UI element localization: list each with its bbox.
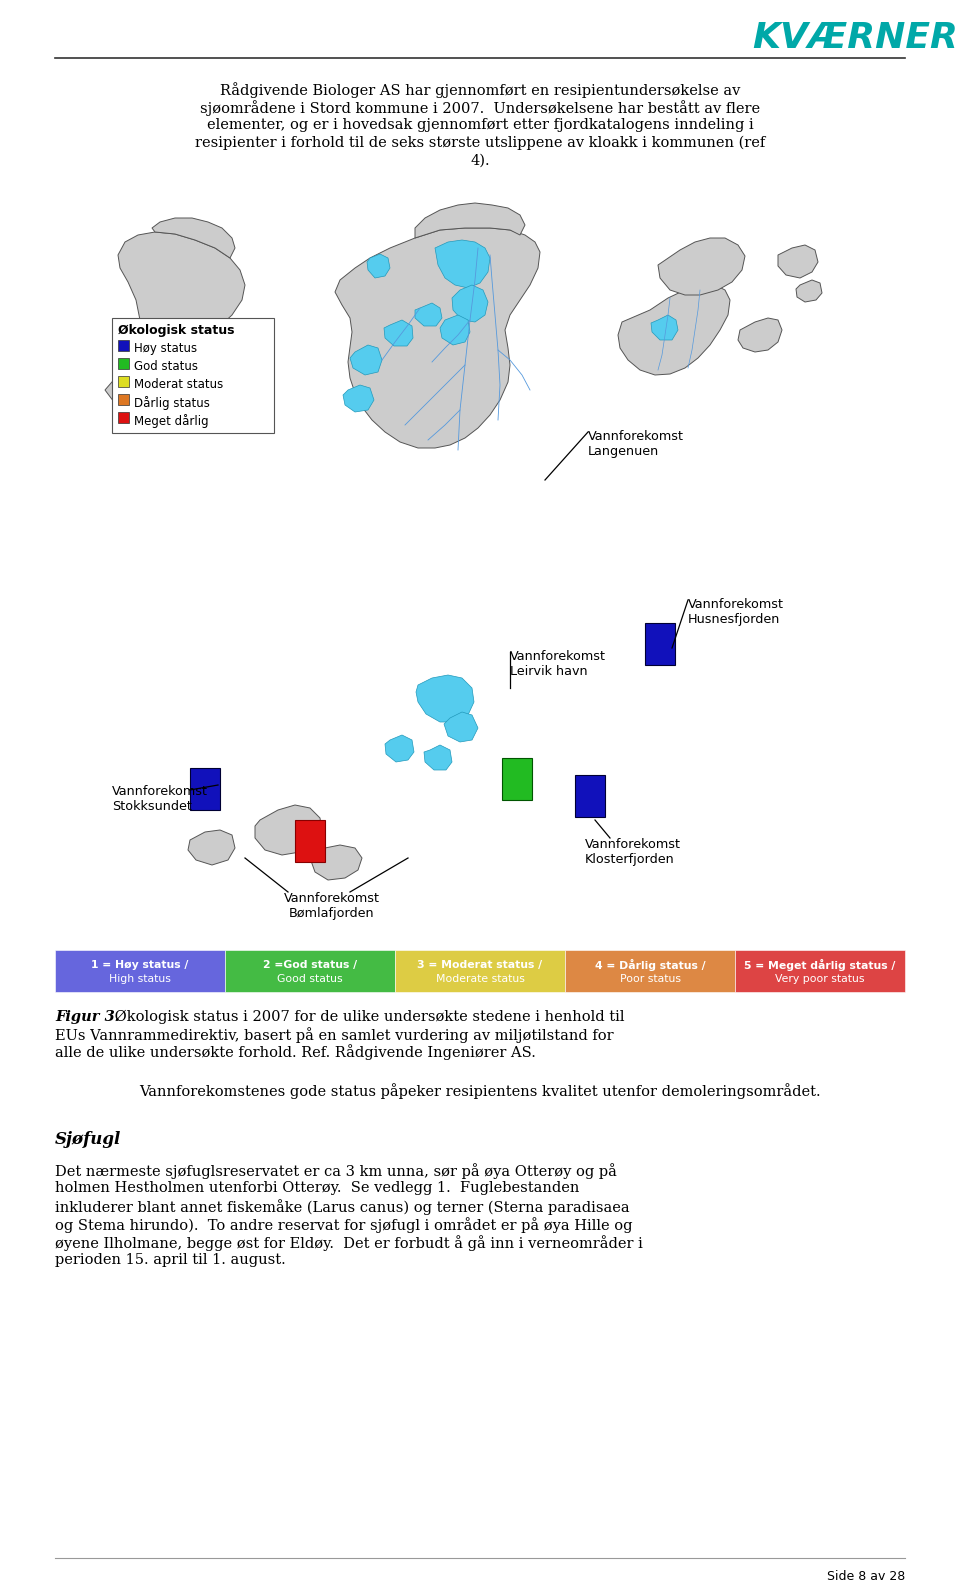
Polygon shape (444, 712, 478, 742)
Bar (565, 950, 735, 992)
Bar (225, 950, 395, 992)
Text: og Stema hirundo).  To andre reservat for sjøfugl i området er på øya Hille og: og Stema hirundo). To andre reservat for… (55, 1217, 633, 1233)
Text: resipienter i forhold til de seks største utslippene av kloakk i kommunen (ref: resipienter i forhold til de seks størst… (195, 137, 765, 151)
Polygon shape (415, 303, 442, 326)
Polygon shape (105, 232, 245, 419)
Text: Vannforekomst
Leirvik havn: Vannforekomst Leirvik havn (510, 650, 606, 679)
Text: God status: God status (134, 361, 198, 373)
Text: Good status: Good status (277, 974, 343, 984)
Polygon shape (384, 319, 413, 346)
Bar (575, 775, 605, 817)
Bar (645, 623, 675, 666)
Text: perioden 15. april til 1. august.: perioden 15. april til 1. august. (55, 1254, 286, 1266)
Text: KVÆRNER: KVÆRNER (752, 21, 958, 56)
Bar (118, 377, 129, 388)
Bar (190, 767, 220, 810)
Polygon shape (255, 806, 322, 855)
Polygon shape (335, 227, 540, 448)
Text: High status: High status (109, 974, 171, 984)
Text: holmen Hestholmen utenforbi Otterøy.  Se vedlegg 1.  Fuglebestanden: holmen Hestholmen utenforbi Otterøy. Se … (55, 1181, 580, 1195)
Polygon shape (424, 745, 452, 771)
Text: EUs Vannrammedirektiv, basert på en samlet vurdering av miljøtilstand for: EUs Vannrammedirektiv, basert på en saml… (55, 1026, 613, 1042)
Text: Very poor status: Very poor status (776, 974, 865, 984)
Polygon shape (778, 245, 818, 278)
Text: Økologisk status i 2007 for de ulike undersøkte stedene i henhold til: Økologisk status i 2007 for de ulike und… (110, 1011, 625, 1025)
Text: sjøområdene i Stord kommune i 2007.  Undersøkelsene har bestått av flere: sjøområdene i Stord kommune i 2007. Unde… (200, 100, 760, 116)
Text: Økologisk status: Økologisk status (118, 324, 234, 337)
Polygon shape (310, 845, 362, 880)
Text: Det nærmeste sjøfuglsreservatet er ca 3 km unna, sør på øya Otterøy og på: Det nærmeste sjøfuglsreservatet er ca 3 … (55, 1163, 617, 1179)
Polygon shape (152, 218, 235, 257)
Polygon shape (350, 345, 382, 375)
Text: Vannforekomst
Husnesfjorden: Vannforekomst Husnesfjorden (688, 597, 784, 626)
Text: Vannforekomstenes gode status påpeker resipientens kvalitet utenfor demoleringso: Vannforekomstenes gode status påpeker re… (139, 1084, 821, 1100)
Text: Dårlig status: Dårlig status (134, 396, 210, 410)
Bar (118, 412, 129, 423)
Text: 5 = Meget dårlig status /: 5 = Meget dårlig status / (744, 958, 896, 971)
Bar (55, 950, 225, 992)
Polygon shape (618, 284, 730, 375)
Polygon shape (738, 318, 782, 353)
Text: Høy status: Høy status (134, 342, 197, 354)
Text: Vannforekomst
Langenuen: Vannforekomst Langenuen (588, 431, 684, 458)
Polygon shape (658, 238, 745, 296)
Text: 4 = Dårlig status /: 4 = Dårlig status / (594, 958, 706, 971)
Bar (118, 340, 129, 351)
Text: elementer, og er i hovedsak gjennomført etter fjordkatalogens inndeling i: elementer, og er i hovedsak gjennomført … (206, 118, 754, 132)
Text: inkluderer blant annet fiskemåke (Larus canus) og terner (Sterna paradisaea: inkluderer blant annet fiskemåke (Larus … (55, 1200, 630, 1216)
Bar (395, 950, 565, 992)
Bar (118, 358, 129, 369)
Polygon shape (440, 315, 470, 345)
Bar (112, 318, 274, 432)
Text: Poor status: Poor status (619, 974, 681, 984)
Polygon shape (651, 315, 678, 340)
Polygon shape (796, 280, 822, 302)
Text: 3 = Moderat status /: 3 = Moderat status / (418, 960, 542, 969)
Text: Moderat status: Moderat status (134, 378, 224, 391)
Bar (735, 950, 905, 992)
Text: Figur 3.: Figur 3. (55, 1011, 120, 1023)
Text: Sjøfugl: Sjøfugl (55, 1131, 121, 1147)
Text: Meget dårlig: Meget dårlig (134, 415, 208, 427)
Text: Moderate status: Moderate status (436, 974, 524, 984)
Text: 4).: 4). (470, 154, 490, 168)
Text: 2 =God status /: 2 =God status / (263, 960, 357, 969)
Polygon shape (415, 203, 525, 238)
Text: 1 = Høy status /: 1 = Høy status / (91, 960, 189, 969)
Text: Vannforekomst
Stokksundet: Vannforekomst Stokksundet (112, 785, 208, 814)
Text: Vannforekomst
Bømlafjorden: Vannforekomst Bømlafjorden (284, 891, 380, 920)
Bar (295, 820, 325, 861)
Polygon shape (367, 254, 390, 278)
Polygon shape (416, 675, 474, 721)
Bar (100, 195, 870, 934)
Text: øyene Ilholmane, begge øst for Eldøy.  Det er forbudt å gå inn i verneområder i: øyene Ilholmane, begge øst for Eldøy. De… (55, 1235, 643, 1251)
Polygon shape (343, 385, 374, 412)
Bar (118, 394, 129, 405)
Text: alle de ulike undersøkte forhold. Ref. Rådgivende Ingeniører AS.: alle de ulike undersøkte forhold. Ref. R… (55, 1044, 536, 1060)
Text: Side 8 av 28: Side 8 av 28 (827, 1570, 905, 1583)
Polygon shape (435, 240, 490, 288)
Text: Vannforekomst
Klosterfjorden: Vannforekomst Klosterfjorden (585, 837, 681, 866)
Polygon shape (385, 736, 414, 763)
Text: Rådgivende Biologer AS har gjennomført en resipientundersøkelse av: Rådgivende Biologer AS har gjennomført e… (220, 83, 740, 99)
Bar (502, 758, 532, 799)
Polygon shape (188, 829, 235, 864)
Polygon shape (452, 284, 488, 323)
